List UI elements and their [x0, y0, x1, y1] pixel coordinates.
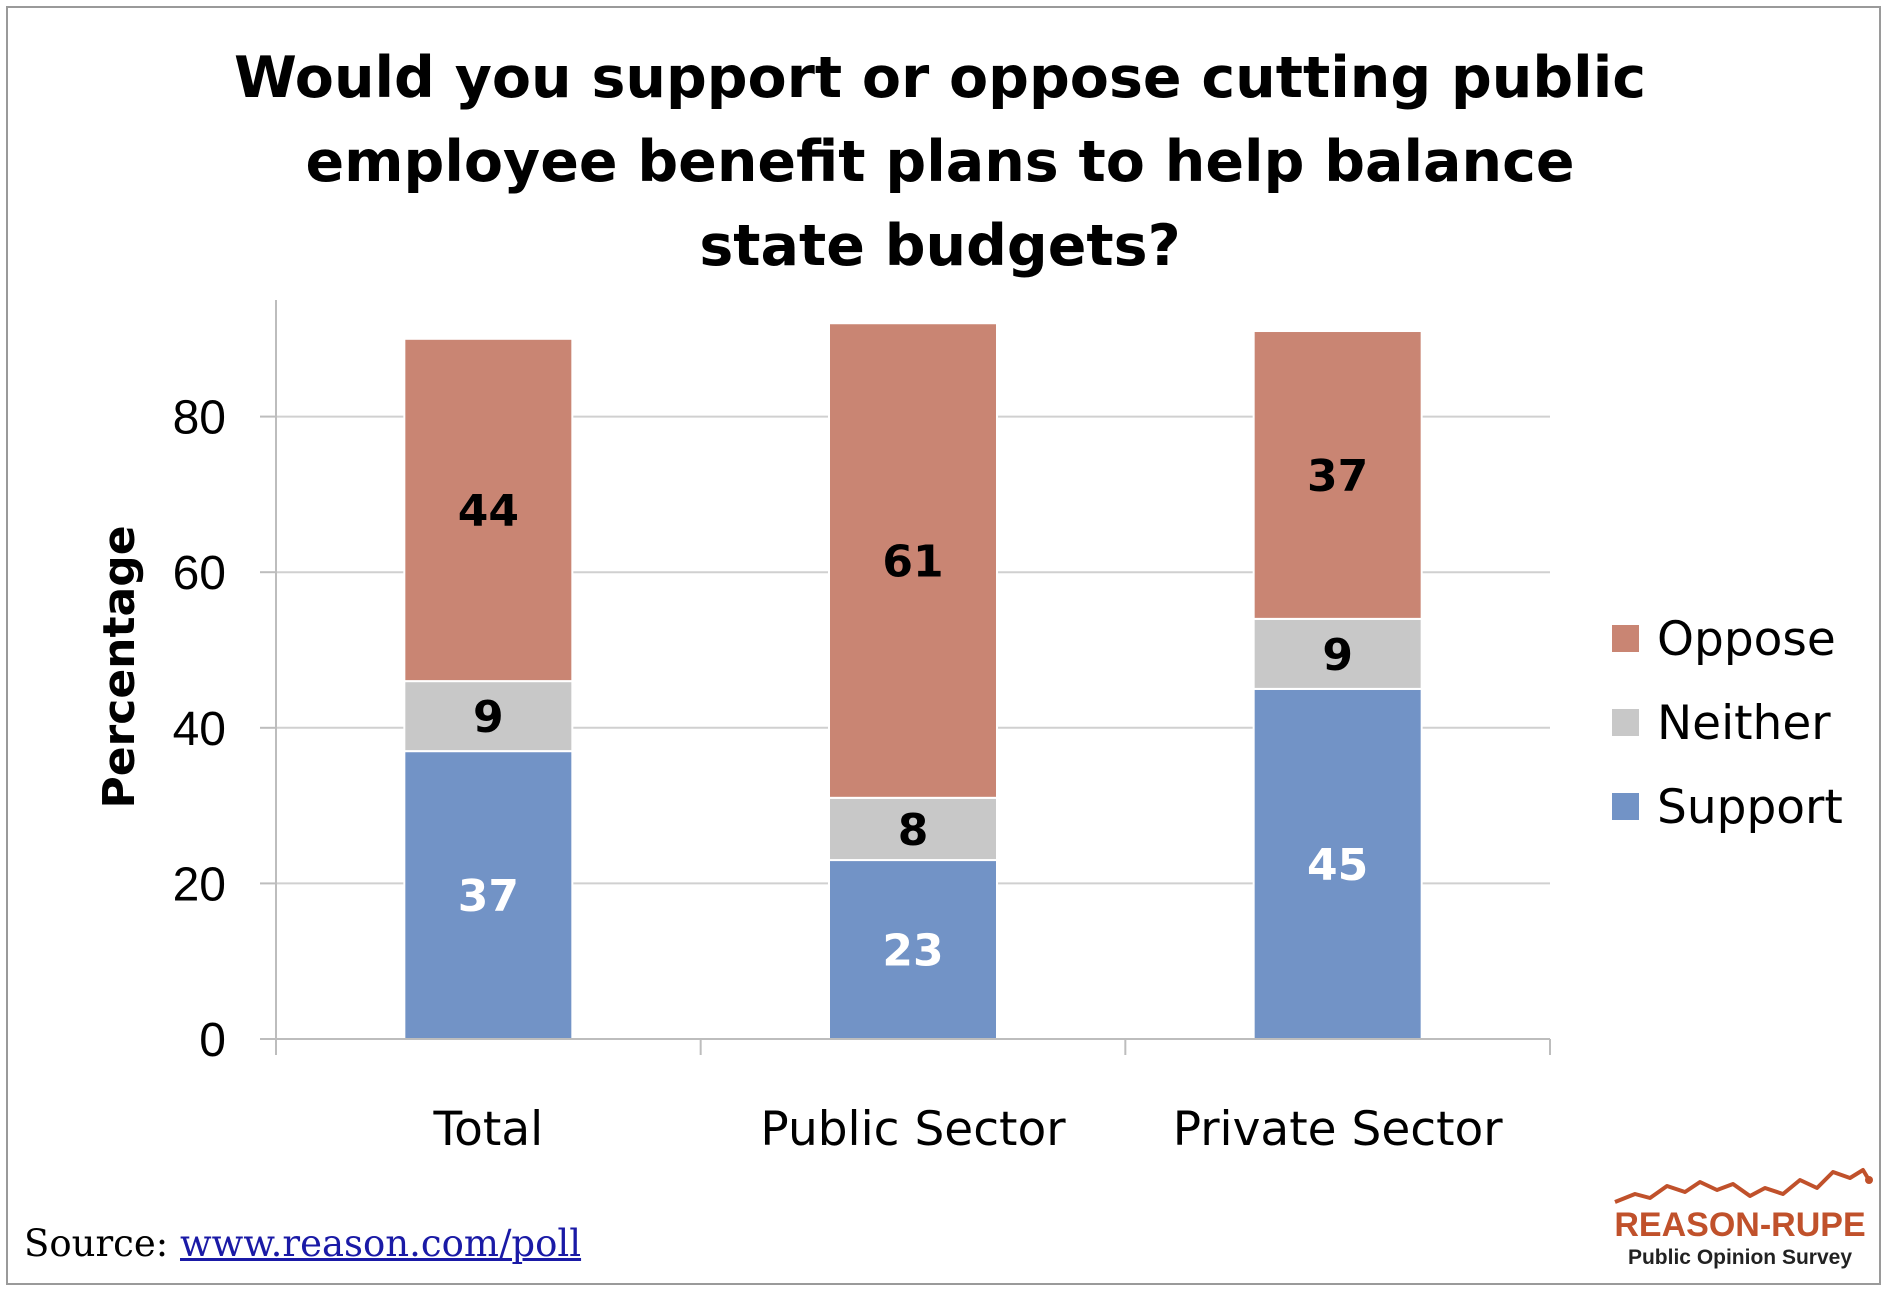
data-label-support-total: 37 [458, 871, 519, 922]
labels: 0 20 40 60 80 37 9 44 Total 23 8 61 Public Sector 45 9… [173, 392, 1504, 1157]
data-label-oppose-total: 44 [458, 486, 519, 537]
bar-support-total [403, 750, 574, 1040]
data-label-oppose-public-sector: 61 [882, 537, 943, 588]
legend-label-oppose: Oppose [1657, 612, 1836, 667]
y-tick-label-20: 20 [173, 858, 226, 911]
source-link[interactable]: www.reason.com/poll [180, 1222, 582, 1265]
chart-title: Would you support or oppose cutting publ… [233, 45, 1647, 279]
data-label-oppose-private-sector: 37 [1307, 451, 1368, 502]
data-label-neither-public-sector: 8 [898, 805, 929, 856]
legend-label-support: Support [1657, 780, 1843, 835]
legend-label-neither: Neither [1657, 696, 1831, 751]
y-axis-label: Percentage [94, 525, 145, 808]
bar-neither-public-sector [828, 796, 998, 862]
data-label-support-public-sector: 23 [882, 926, 943, 977]
bar-neither-private-sector [1252, 617, 1423, 690]
category-label-private-sector: Private Sector [1173, 1102, 1504, 1157]
logo-subtitle: Public Opinion Survey [1627, 1246, 1853, 1269]
y-tick-label-60: 60 [173, 547, 226, 600]
y-tick-label-40: 40 [173, 703, 226, 756]
axes [260, 300, 1551, 1055]
bar-oppose-private-sector [1252, 330, 1423, 620]
legend-swatch-oppose [1612, 625, 1639, 652]
category-label-public-sector: Public Sector [760, 1102, 1066, 1157]
data-label-neither-private-sector: 9 [1322, 630, 1353, 681]
data-label-support-private-sector: 45 [1307, 840, 1368, 891]
bar-oppose-total [403, 337, 574, 683]
reason-rupe-logo: REASON-RUPE Public Opinion Survey [1605, 1160, 1873, 1275]
legend: Oppose Neither Support [1612, 612, 1843, 835]
legend-swatch-support [1612, 793, 1639, 820]
bar-support-private-sector [1252, 687, 1423, 1041]
category-label-total: Total [432, 1102, 543, 1157]
logo-name: REASON-RUPE [1614, 1206, 1866, 1244]
bar-oppose-public-sector [828, 322, 998, 799]
bar-neither-total [403, 680, 574, 753]
source-line: Source: www.reason.com/poll [24, 1222, 581, 1265]
bar-support-public-sector [828, 859, 998, 1040]
source-prefix: Source: [24, 1222, 169, 1265]
y-tick-label-0: 0 [199, 1014, 226, 1067]
bars [403, 322, 1423, 1041]
legend-swatch-neither [1612, 709, 1639, 736]
logo-mountain-line-icon [1614, 1168, 1873, 1204]
y-tick-label-80: 80 [173, 392, 226, 445]
data-label-neither-total: 9 [473, 692, 504, 743]
